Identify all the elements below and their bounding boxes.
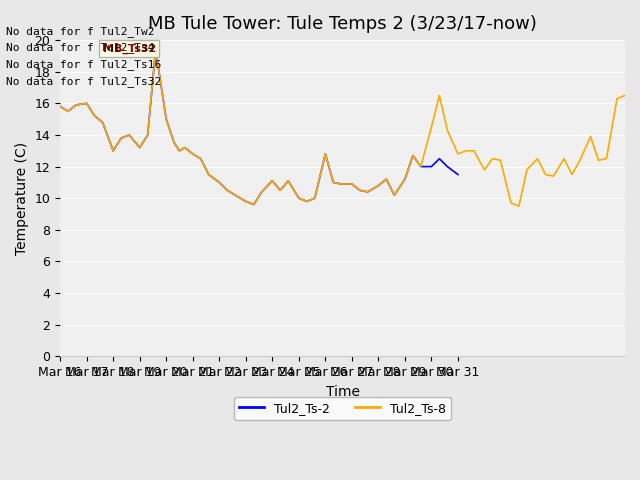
Tul2_Ts-2 — [311, 195, 319, 201]
Tul2_Ts-2 — [284, 178, 292, 184]
Tul2_Ts-2 — [197, 156, 205, 162]
Text: No data for f Tul2_Tw2: No data for f Tul2_Tw2 — [6, 25, 155, 36]
Tul2_Ts-8 — [303, 199, 310, 204]
Tul2_Ts-2 — [83, 100, 90, 106]
Tul2_Ts-2 — [258, 189, 266, 195]
Tul2_Ts-8 — [515, 203, 523, 209]
Tul2_Ts-2 — [117, 135, 125, 141]
Tul2_Ts-2 — [189, 151, 196, 157]
Tul2_Ts-2 — [428, 164, 435, 169]
Tul2_Ts-2 — [303, 199, 310, 204]
Text: No data for f Tul2_Ts32: No data for f Tul2_Ts32 — [6, 76, 162, 87]
Tul2_Ts-2 — [295, 195, 303, 201]
Text: No data for f Tul2_Ts4: No data for f Tul2_Ts4 — [6, 42, 155, 53]
Tul2_Ts-2 — [276, 187, 284, 193]
Tul2_Ts-2 — [136, 145, 143, 151]
Text: MB_Ts32: MB_Ts32 — [102, 43, 156, 54]
Tul2_Ts-2 — [374, 183, 382, 189]
Tul2_Ts-2 — [337, 181, 345, 187]
Tul2_Ts-2 — [356, 187, 364, 193]
Tul2_Ts-2 — [444, 164, 451, 169]
Tul2_Ts-2 — [348, 181, 356, 187]
Tul2_Ts-8 — [621, 93, 629, 98]
Tul2_Ts-2 — [268, 178, 276, 184]
Tul2_Ts-2 — [454, 172, 462, 178]
Tul2_Ts-2 — [109, 148, 117, 154]
Tul2_Ts-2 — [364, 189, 372, 195]
Tul2_Ts-8 — [56, 104, 64, 109]
Tul2_Ts-8 — [507, 200, 515, 206]
Tul2_Ts-2 — [205, 172, 212, 178]
Tul2_Ts-8 — [231, 192, 239, 198]
Tul2_Ts-2 — [181, 145, 189, 151]
Tul2_Ts-2 — [170, 140, 178, 146]
Title: MB Tule Tower: Tule Temps 2 (3/23/17-now): MB Tule Tower: Tule Temps 2 (3/23/17-now… — [148, 15, 537, 33]
Line: Tul2_Ts-2: Tul2_Ts-2 — [60, 49, 458, 204]
Tul2_Ts-2 — [390, 192, 398, 198]
Tul2_Ts-2 — [417, 164, 425, 169]
Tul2_Ts-2 — [152, 47, 159, 52]
Tul2_Ts-2 — [321, 151, 329, 157]
Line: Tul2_Ts-8: Tul2_Ts-8 — [60, 49, 625, 206]
Tul2_Ts-2 — [242, 199, 250, 204]
Tul2_Ts-2 — [330, 180, 337, 185]
Tul2_Ts-2 — [250, 202, 257, 207]
Tul2_Ts-2 — [436, 156, 444, 162]
Tul2_Ts-2 — [223, 187, 231, 193]
Tul2_Ts-2 — [99, 120, 106, 125]
Tul2_Ts-2 — [64, 108, 72, 114]
Tul2_Ts-2 — [401, 176, 409, 182]
Tul2_Ts-2 — [91, 113, 99, 119]
Legend: Tul2_Ts-2, Tul2_Ts-8: Tul2_Ts-2, Tul2_Ts-8 — [234, 396, 451, 420]
Tul2_Ts-2 — [163, 116, 170, 122]
Tul2_Ts-8 — [152, 47, 159, 52]
Y-axis label: Temperature (C): Temperature (C) — [15, 142, 29, 255]
Tul2_Ts-8 — [99, 120, 106, 125]
Tul2_Ts-8 — [311, 195, 319, 201]
Tul2_Ts-2 — [231, 192, 239, 198]
Tul2_Ts-8 — [197, 156, 205, 162]
Text: No data for f Tul2_Ts16: No data for f Tul2_Ts16 — [6, 59, 162, 70]
X-axis label: Time: Time — [326, 384, 360, 398]
Tul2_Ts-2 — [216, 180, 223, 185]
Tul2_Ts-2 — [383, 176, 390, 182]
Tul2_Ts-2 — [72, 102, 80, 108]
Tul2_Ts-2 — [125, 132, 133, 138]
Tul2_Ts-2 — [56, 104, 64, 109]
Tul2_Ts-2 — [175, 148, 183, 154]
Tul2_Ts-2 — [409, 153, 417, 158]
Tul2_Ts-2 — [144, 132, 152, 138]
